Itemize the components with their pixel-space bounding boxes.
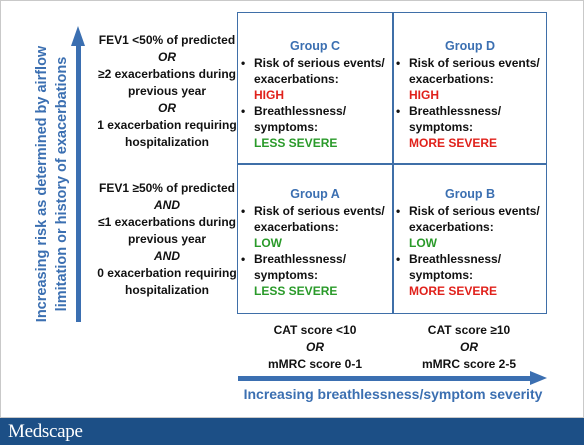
medscape-logo[interactable]: Medscape — [8, 421, 83, 442]
criteria-line: CAT score ≥10 — [427, 323, 511, 337]
symptom-value: MORE SEVERE — [409, 284, 498, 298]
risk-item: • Risk of serious events/ exacerbations: — [394, 203, 546, 235]
risk-label: Risk of serious events/ exacerbations: — [254, 56, 385, 86]
criteria-connector: OR — [158, 50, 176, 64]
less-symptom-criteria: CAT score <10 OR mMRC score 0-1 — [240, 322, 390, 373]
bullet-icon: • — [396, 252, 401, 266]
risk-item: • Risk of serious events/ exacerbations: — [239, 55, 391, 87]
group-title: Group C — [290, 39, 340, 53]
risk-label: Risk of serious events/ exacerbations: — [409, 56, 540, 86]
criteria-line: CAT score <10 — [273, 323, 357, 337]
group-a-cell: Group A • Risk of serious events/ exacerb… — [239, 186, 391, 299]
x-axis-label: Increasing breathlessness/symptom severi… — [243, 386, 543, 402]
more-symptom-criteria: CAT score ≥10 OR mMRC score 2-5 — [394, 322, 544, 373]
risk-item: • Risk of serious events/ exacerbations: — [239, 203, 391, 235]
risk-label: Risk of serious events/ exacerbations: — [409, 204, 540, 234]
criteria-line: mMRC score 0-1 — [267, 357, 363, 371]
x-axis-arrow — [238, 376, 532, 381]
footer-bar: Medscape — [0, 418, 584, 445]
symptom-value: LESS SEVERE — [254, 284, 338, 298]
group-title: Group A — [290, 187, 340, 201]
symptom-item: • Breathlessness/ symptoms: — [394, 103, 546, 135]
risk-value: LOW — [254, 236, 282, 250]
group-c-cell: Group C • Risk of serious events/ exacerb… — [239, 38, 391, 151]
symptom-label: Breathlessness/ symptoms: — [254, 104, 347, 134]
symptom-value: LESS SEVERE — [254, 136, 338, 150]
symptom-value: MORE SEVERE — [409, 136, 498, 150]
symptom-label: Breathlessness/ symptoms: — [254, 252, 347, 282]
bullet-icon: • — [396, 104, 401, 118]
risk-value: HIGH — [254, 88, 284, 102]
criteria-line: mMRC score 2-5 — [421, 357, 517, 371]
risk-value: LOW — [409, 236, 437, 250]
criteria-connector: OR — [460, 340, 478, 354]
figure-frame — [0, 0, 584, 418]
bullet-icon: • — [241, 252, 246, 266]
criteria-line: FEV1 <50% of predicted — [98, 33, 236, 47]
x-axis-arrowhead — [530, 371, 547, 385]
symptom-label: Breathlessness/ symptoms: — [409, 252, 502, 282]
symptom-item: • Breathlessness/ symptoms: — [394, 251, 546, 283]
y-axis-arrow — [76, 44, 81, 322]
criteria-line: 0 exacerbation requiring hospitalization — [97, 266, 237, 297]
bullet-icon: • — [241, 104, 246, 118]
bullet-icon: • — [396, 56, 401, 70]
criteria-connector: OR — [158, 101, 176, 115]
bullet-icon: • — [241, 204, 246, 218]
criteria-line: FEV1 ≥50% of predicted — [99, 181, 235, 195]
criteria-connector: AND — [154, 249, 180, 263]
bullet-icon: • — [396, 204, 401, 218]
group-b-cell: Group B • Risk of serious events/ exacerb… — [394, 186, 546, 299]
group-title: Group D — [445, 39, 495, 53]
criteria-connector: OR — [306, 340, 324, 354]
high-risk-criteria: FEV1 <50% of predicted OR ≥2 exacerbatio… — [96, 32, 238, 151]
y-axis-label-text: Increasing risk as determined by airflow… — [34, 45, 70, 323]
criteria-line: 1 exacerbation requiring hospitalization — [97, 118, 237, 149]
grid-horizontal-divider — [237, 163, 547, 165]
symptom-item: • Breathlessness/ symptoms: — [239, 251, 391, 283]
risk-label: Risk of serious events/ exacerbations: — [254, 204, 385, 234]
risk-item: • Risk of serious events/ exacerbations: — [394, 55, 546, 87]
criteria-line: ≥2 exacerbations during previous year — [98, 67, 236, 98]
bullet-icon: • — [241, 56, 246, 70]
criteria-connector: AND — [154, 198, 180, 212]
low-risk-criteria: FEV1 ≥50% of predicted AND ≤1 exacerbati… — [96, 180, 238, 299]
group-title: Group B — [445, 187, 495, 201]
y-axis-arrowhead — [71, 26, 85, 46]
symptom-label: Breathlessness/ symptoms: — [409, 104, 502, 134]
group-d-cell: Group D • Risk of serious events/ exacerb… — [394, 38, 546, 151]
risk-value: HIGH — [409, 88, 439, 102]
criteria-line: ≤1 exacerbations during previous year — [98, 215, 236, 246]
symptom-item: • Breathlessness/ symptoms: — [239, 103, 391, 135]
